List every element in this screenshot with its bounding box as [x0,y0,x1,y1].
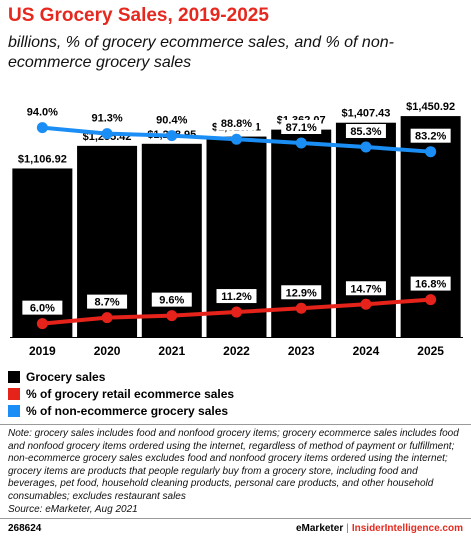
x-tick-label: 2024 [353,344,380,358]
ecommerce-value-label: 9.6% [159,295,184,307]
non-ecommerce-point [295,137,307,149]
divider-bottom [0,518,471,519]
bar-label-bg [334,105,397,120]
ecommerce-label-bg [151,292,192,307]
ecommerce-value-label: 14.7% [350,283,381,295]
ecommerce-point [295,302,307,314]
legend-label: % of non-ecommerce grocery sales [26,403,229,418]
bar-value-label: $1,106.92 [18,153,67,165]
ecommerce-point [425,294,437,306]
ecommerce-point [360,298,372,310]
non-ecommerce-point [425,146,437,158]
brand-emarketer: eMarketer [295,523,344,534]
non-ecommerce-value-label: 94.0% [27,107,58,119]
legend-item-non-ecommerce: % of non-ecommerce grocery sales [8,402,234,419]
ecommerce-point [231,306,242,318]
legend-item-ecommerce: % of grocery retail ecommerce sales [8,385,234,402]
brand-insider-intelligence: InsiderIntelligence.com [351,523,463,534]
ecommerce-value-label: 8.7% [95,297,120,309]
legend-item-grocery-sales: Grocery sales [8,368,234,385]
brand-separator: | [346,523,349,534]
bar-2022 [206,136,267,337]
non-ecommerce-point [166,130,178,142]
legend-swatch-black [8,370,20,383]
chart-subtitle: billions, % of grocery ecommerce sales, … [8,34,394,71]
non-ecommerce-point [36,122,48,134]
x-tick-label: 2023 [288,344,315,358]
x-tick-label: 2025 [417,344,444,358]
non-ecommerce-label-bg [151,112,192,127]
bar-2023 [271,129,332,337]
ecommerce-point [166,310,178,322]
non-ecommerce-label-bg [345,124,386,139]
ecommerce-point [36,318,48,330]
non-ecommerce-label-bg [410,128,451,143]
ecommerce-label-bg [22,300,63,315]
chart-title: US Grocery Sales, 2019-2025 [8,5,269,26]
bar-value-label: $1,407.43 [341,108,390,120]
non-ecommerce-label-bg [216,116,257,131]
bar-label-bg [399,99,462,114]
ecommerce-value-label: 12.9% [286,287,317,299]
ecommerce-label-bg [410,276,451,291]
non-ecommerce-point [231,133,242,145]
x-tick-label: 2021 [158,344,185,358]
non-ecommerce-value-label: 90.4% [156,115,187,127]
bar-value-label: $1,450.92 [406,101,455,113]
legend-label: % of grocery retail ecommerce sales [26,386,235,401]
non-ecommerce-value-label: 83.2% [415,131,446,143]
ecommerce-label-bg [345,281,386,296]
legend-label: Grocery sales [26,369,106,384]
legend-swatch-blue [8,404,20,417]
non-ecommerce-label-bg [22,104,63,119]
chart-note: Note: grocery sales includes food and no… [8,428,466,516]
ecommerce-point [101,312,113,324]
non-ecommerce-value-label: 87.1% [286,122,317,134]
legend: Grocery sales % of grocery retail ecomme… [8,368,234,419]
non-ecommerce-point [360,141,372,153]
ecommerce-label-bg [216,289,257,304]
non-ecommerce-value-label: 85.3% [350,126,381,138]
non-ecommerce-label-bg [87,110,128,125]
ecommerce-label-bg [87,294,128,309]
ecommerce-value-label: 6.0% [30,303,55,315]
chart-id: 268624 [8,523,42,534]
x-tick-label: 2022 [223,344,250,358]
ecommerce-value-label: 11.2% [221,291,252,303]
x-tick-label: 2019 [29,344,56,358]
non-ecommerce-point [101,128,113,140]
bar-2021 [141,143,202,337]
non-ecommerce-label-bg [281,120,322,135]
ecommerce-label-bg [281,285,322,300]
ecommerce-value-label: 16.8% [415,279,446,291]
bar-label-bg [11,151,74,166]
divider-top [0,424,471,425]
non-ecommerce-value-label: 88.8% [221,118,252,130]
source-text: Source: eMarketer, Aug 2021 [8,503,138,515]
x-tick-label: 2020 [94,344,121,358]
footer-brand: eMarketer | InsiderIntelligence.com [296,523,463,534]
note-text: Note: grocery sales includes food and no… [8,428,459,502]
non-ecommerce-value-label: 91.3% [91,113,122,125]
legend-swatch-red [8,387,20,400]
grocery-sales-chart: $1,106.92$1,255.42$1,268.95$1,316.41$1,3… [10,99,463,358]
